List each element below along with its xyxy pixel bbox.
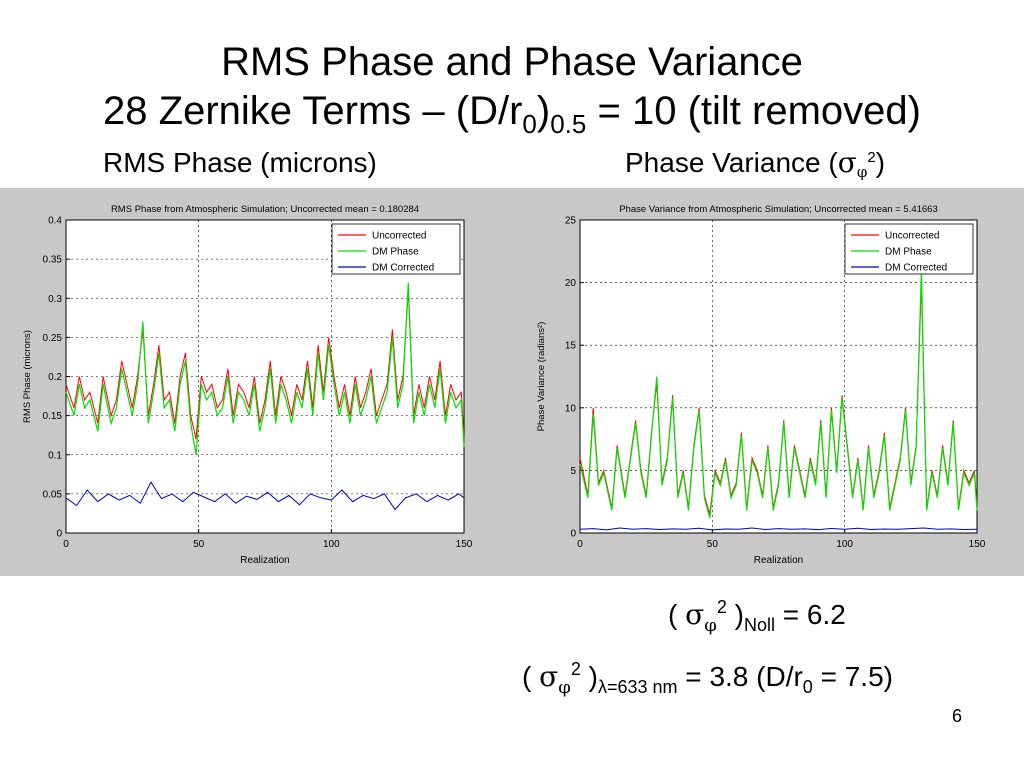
x-tick-label: 0 xyxy=(63,539,69,550)
legend-label: Uncorrected xyxy=(885,231,939,242)
f2-sup: 2 xyxy=(570,659,581,679)
legend-label: Uncorrected xyxy=(372,231,426,242)
subtitle-sub1: 0.5 xyxy=(550,109,587,139)
legend-label: DM Phase xyxy=(372,247,419,258)
f1-sup: 2 xyxy=(716,597,727,617)
x-tick-label: 100 xyxy=(836,539,853,550)
legend-label: DM Corrected xyxy=(885,263,947,274)
subhead-right-post: ) xyxy=(875,147,886,178)
f1-sigma: σ xyxy=(685,598,705,631)
f1-close: ) xyxy=(726,599,744,630)
f2-value-post: = 7.5) xyxy=(812,661,893,692)
x-tick-label: 100 xyxy=(323,539,340,550)
chart-title: RMS Phase from Atmospheric Simulation; U… xyxy=(111,204,419,215)
x-tick-label: 50 xyxy=(193,539,205,550)
f2-phi: φ xyxy=(558,677,571,698)
squared-superscript: 2 xyxy=(867,149,876,166)
legend-label: DM Phase xyxy=(885,247,932,258)
rms-phase-chart-panel: RMS Phase from Atmospheric Simulation; U… xyxy=(0,188,513,576)
series-line-dm-phase xyxy=(65,282,465,455)
y-tick-label: 0.4 xyxy=(48,216,62,227)
series-line-dm-corrected xyxy=(579,527,978,531)
slide-subtitle: 28 Zernike Terms – (D/r0)0.5 = 10 (tilt … xyxy=(0,88,1024,137)
page-number: 6 xyxy=(952,706,963,726)
x-tick-label: 0 xyxy=(577,539,583,550)
y-tick-label: 0.1 xyxy=(48,450,62,461)
chart-title: Phase Variance from Atmospheric Simulati… xyxy=(619,204,938,215)
sigma-symbol: σ xyxy=(837,146,857,179)
f1-noll: Noll xyxy=(743,615,775,635)
subhead-right-pre: Phase Variance ( xyxy=(625,147,838,178)
f2-sigma: σ xyxy=(539,660,559,693)
x-axis-label: Realization xyxy=(754,555,803,566)
x-tick-label: 150 xyxy=(969,539,986,550)
phi-subscript: φ xyxy=(856,163,868,181)
subhead-phase-variance: Phase Variance (σφ2) xyxy=(625,146,885,180)
y-tick-label: 10 xyxy=(565,403,577,414)
y-tick-label: 15 xyxy=(565,341,577,352)
f1-value: = 6.2 xyxy=(774,599,846,630)
wavelength-formula: ( σφ2 )λ=633 nm = 3.8 (D/r0 = 7.5) xyxy=(522,659,893,697)
subtitle-mid: ) xyxy=(536,89,551,133)
y-axis-label: RMS Phase (microns) xyxy=(22,330,33,423)
y-tick-label: 0 xyxy=(56,529,62,540)
f2-value-pre: = 3.8 (D/r xyxy=(677,661,803,692)
series-line-dm-phase xyxy=(579,270,978,519)
x-tick-label: 50 xyxy=(707,539,719,550)
legend-label: DM Corrected xyxy=(372,263,434,274)
y-tick-label: 5 xyxy=(570,466,576,477)
y-tick-label: 20 xyxy=(565,278,577,289)
y-tick-label: 0.25 xyxy=(43,333,63,344)
subtitle-post: = 10 (tilt removed) xyxy=(586,89,921,133)
subhead-rms-phase: RMS Phase (microns) xyxy=(103,147,377,178)
y-tick-label: 0.15 xyxy=(43,411,63,422)
rms-phase-chart: RMS Phase from Atmospheric Simulation; U… xyxy=(22,204,473,566)
f2-close: ) xyxy=(580,661,598,692)
subtitle-pre: 28 Zernike Terms – (D/r xyxy=(103,89,523,133)
y-tick-label: 0 xyxy=(570,529,576,540)
f1-phi: φ xyxy=(704,615,717,636)
f2-open: ( xyxy=(522,661,540,692)
series-line-dm-corrected xyxy=(65,481,465,511)
subtitle-sub0: 0 xyxy=(522,109,537,139)
phase-variance-chart: Phase Variance from Atmospheric Simulati… xyxy=(536,204,986,566)
x-axis-label: Realization xyxy=(240,555,289,566)
f1-open: ( xyxy=(668,599,686,630)
legend-box xyxy=(331,223,461,275)
phase-variance-chart-panel: Phase Variance from Atmospheric Simulati… xyxy=(513,188,1024,576)
x-tick-label: 150 xyxy=(456,539,473,550)
y-axis-label: Phase Variance (radians²) xyxy=(536,322,547,432)
y-tick-label: 25 xyxy=(565,216,577,227)
legend-box xyxy=(844,223,974,275)
y-tick-label: 0.05 xyxy=(43,489,63,500)
slide-title: RMS Phase and Phase Variance xyxy=(221,40,803,84)
noll-formula: ( σφ2 )Noll = 6.2 xyxy=(668,597,846,635)
y-tick-label: 0.35 xyxy=(43,255,63,266)
y-tick-label: 0.3 xyxy=(48,294,62,305)
f2-r0-sub: 0 xyxy=(802,677,813,697)
f2-lambda: λ=633 nm xyxy=(597,677,678,697)
y-tick-label: 0.2 xyxy=(48,372,62,383)
